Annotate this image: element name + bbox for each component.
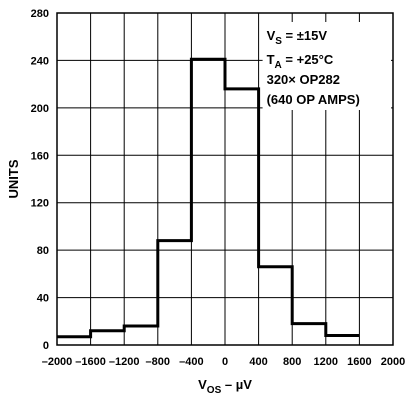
x-tick-label: –1200 xyxy=(109,356,140,368)
x-tick-label: 400 xyxy=(249,356,267,368)
annotation-line: TA = +25°C xyxy=(267,52,334,71)
y-tick-label: 80 xyxy=(37,245,49,257)
histogram-bin xyxy=(124,326,158,345)
histogram-bin xyxy=(191,59,225,345)
x-tick-label: 800 xyxy=(283,356,301,368)
x-tick-label: –800 xyxy=(146,356,170,368)
x-tick-label: –1600 xyxy=(75,356,106,368)
y-axis-tick-labels: 0 40 80 120 160 200 240 280 xyxy=(31,8,49,352)
x-axis-title: VOS – µV xyxy=(198,377,252,396)
plot-frame xyxy=(56,12,394,346)
y-tick-label: 0 xyxy=(43,340,49,352)
y-tick-label: 120 xyxy=(31,198,49,210)
histogram-bin xyxy=(91,331,125,345)
annotation-text: (640 OP AMPS) xyxy=(267,92,360,107)
annotation-subscript: A xyxy=(275,60,282,71)
histogram-bin xyxy=(292,324,326,345)
annotation-line: 320× OP282 xyxy=(267,72,340,87)
annotation-text-rest: = +25°C xyxy=(282,52,334,67)
annotation-subscript: S xyxy=(275,36,282,47)
histogram-outline xyxy=(57,57,360,339)
y-tick-label: 160 xyxy=(31,150,49,162)
annotation-text: V xyxy=(267,28,276,43)
histogram-bin xyxy=(158,241,192,345)
x-axis-title-suffix: – µV xyxy=(221,377,252,392)
histogram-bin xyxy=(259,267,293,345)
histogram-bin xyxy=(225,89,259,345)
x-tick-label: 1600 xyxy=(347,356,371,368)
y-tick-label: 240 xyxy=(31,55,49,67)
annotation-background xyxy=(262,22,391,110)
annotation-text: 320× OP282 xyxy=(267,72,340,87)
x-axis-title-subscript: OS xyxy=(207,385,222,396)
x-tick-label: 1200 xyxy=(314,356,338,368)
x-tick-label: 2000 xyxy=(381,356,405,368)
x-tick-label: 0 xyxy=(222,356,228,368)
y-tick-label: 280 xyxy=(31,8,49,20)
annotation-text-rest: = ±15V xyxy=(282,28,327,43)
x-axis-tick-labels: –2000 –1600 –1200 –800 –400 0 400 800 1200 1600 20… xyxy=(42,356,406,368)
histogram-step-outline xyxy=(57,57,360,345)
y-tick-label: 200 xyxy=(31,103,49,115)
y-axis-title: UNITS xyxy=(6,159,21,198)
x-axis-title-main: V xyxy=(198,377,207,392)
x-tick-label: –2000 xyxy=(42,356,73,368)
annotation-line: (640 OP AMPS) xyxy=(267,92,360,107)
annotation-line: VS = ±15V xyxy=(267,28,328,47)
annotation-text: T xyxy=(267,52,275,67)
x-tick-label: –400 xyxy=(179,356,203,368)
y-tick-label: 40 xyxy=(37,293,49,305)
